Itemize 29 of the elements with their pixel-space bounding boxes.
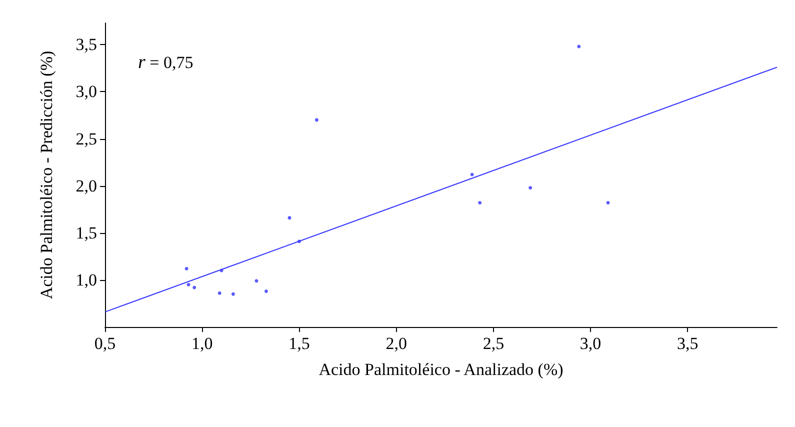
point — [184, 266, 188, 270]
point — [254, 279, 258, 283]
point — [577, 44, 581, 48]
y-axis-title: Acido Palmitoléico - Predicción (%) — [37, 50, 56, 300]
point — [218, 291, 222, 295]
y-tick-label: 2,5 — [76, 129, 97, 148]
x-tick-label: 3,5 — [677, 334, 698, 353]
x-axis-title: Acido Palmitoléico - Analizado (%) — [318, 360, 564, 379]
x-tick-label: 2,5 — [482, 334, 504, 353]
y-tick-label: 1,5 — [76, 223, 97, 242]
point — [314, 118, 318, 122]
y-tick-label: 2,0 — [76, 176, 97, 196]
annotation: r = 0,75 — [138, 52, 194, 73]
point — [528, 186, 532, 190]
point — [231, 292, 235, 296]
point — [192, 286, 196, 290]
point — [288, 216, 292, 220]
x-tick-label: 2,0 — [386, 334, 407, 353]
y-tick-label: 1,0 — [76, 270, 97, 290]
x-tick-label: 3,0 — [580, 334, 602, 353]
point — [264, 289, 268, 293]
y-tick-label: 3,5 — [76, 35, 97, 54]
x-tick-label: 1,5 — [288, 334, 310, 353]
x-tick-label: 0,5 — [94, 334, 116, 353]
x-tick-label: 1,0 — [191, 334, 213, 353]
point — [186, 282, 190, 286]
y-tick-label: 3,0 — [76, 82, 97, 102]
point — [606, 201, 610, 205]
point — [478, 201, 482, 205]
